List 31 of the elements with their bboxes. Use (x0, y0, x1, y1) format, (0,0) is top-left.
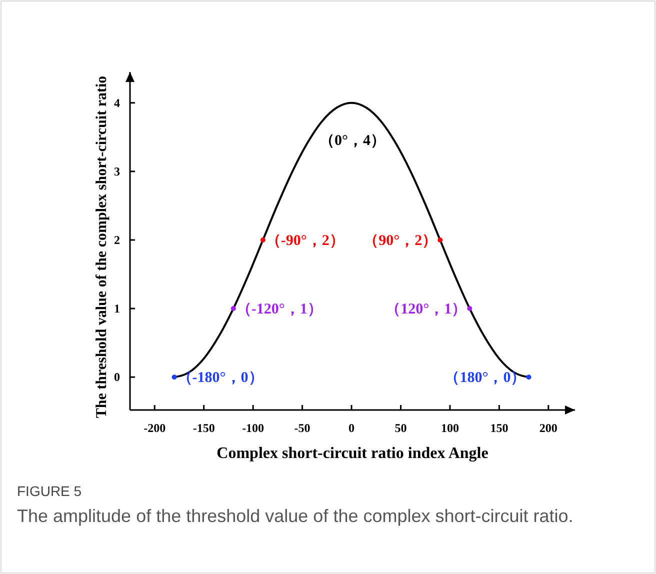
y-tick-label: 1 (114, 302, 120, 316)
x-tick-label: 150 (490, 421, 508, 435)
annotation: （-180°，0） (177, 370, 264, 386)
x-tick-label: -150 (192, 421, 215, 435)
annotation: （180°，0） (444, 370, 526, 386)
y-tick-label: 2 (114, 232, 120, 247)
point (438, 237, 443, 242)
x-tick-label: 200 (539, 421, 558, 435)
annotation: （90°，2） (364, 232, 438, 249)
y-axis-title: The threshold value of the complex short-circuit ratio (94, 76, 110, 418)
annotation: （120°，1） (386, 302, 467, 318)
annotation: （-120°，1） (236, 302, 322, 318)
x-tick-label: -200 (144, 421, 166, 435)
text: The amplitude of the threshold value of the complex short-circuit ratio. (16, 505, 574, 528)
point (526, 374, 532, 380)
point (230, 306, 236, 312)
x-tick-label: 100 (440, 421, 459, 435)
y-tick-label: 0 (114, 370, 120, 384)
annotation: （-90°，2） (266, 232, 344, 249)
point (467, 306, 472, 312)
point (260, 237, 266, 242)
x-tick-label: 0 (348, 421, 355, 435)
annotation: （0°，4） (320, 132, 386, 149)
caption: FIGURE 5 (17, 483, 82, 499)
y-tick-label: 4 (114, 96, 120, 110)
x-tick-label: -50 (294, 421, 310, 435)
point (172, 374, 177, 380)
x-axis-title: Complex short-circuit ratio index Angle (216, 445, 488, 462)
y-tick-label: 3 (114, 164, 120, 178)
x-tick-label: 50 (394, 421, 407, 435)
x-tick-label: -100 (242, 421, 264, 435)
